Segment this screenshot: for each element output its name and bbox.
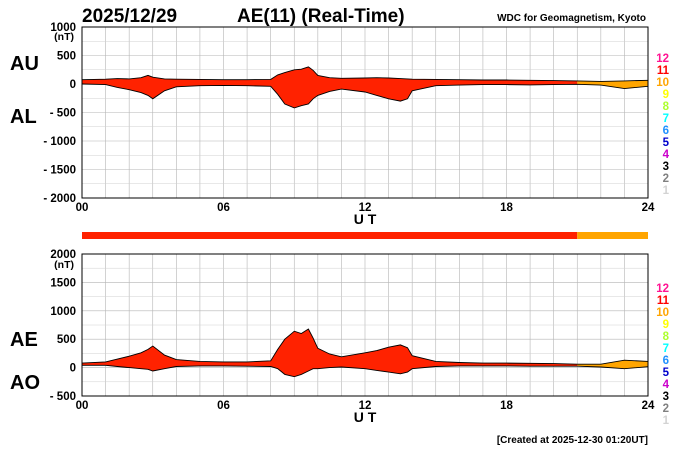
x-tick-label: 18 xyxy=(500,400,513,412)
station-count-label: 8 xyxy=(663,331,670,343)
station-count-label: 11 xyxy=(657,65,670,77)
station-count-label: 10 xyxy=(656,307,669,319)
data-band-main xyxy=(82,329,578,377)
station-count-label: 7 xyxy=(663,113,669,125)
x-tick-label: 24 xyxy=(642,400,655,412)
y-tick-label: - 500 xyxy=(50,391,76,403)
plot-frame xyxy=(81,26,649,199)
y-tick-label: 1000 xyxy=(50,306,76,318)
series-label-upper: AU xyxy=(10,53,39,75)
lower-envelope-line xyxy=(82,364,649,378)
created-timestamp: [Created at 2025-12-30 01:20UT] xyxy=(497,435,648,446)
y-tick-label: - 1000 xyxy=(43,136,76,148)
station-count-label: 1 xyxy=(663,415,670,427)
station-count-label: 12 xyxy=(656,53,669,65)
data-band-main xyxy=(82,66,578,108)
x-tick-label: 24 xyxy=(642,202,655,214)
upper-envelope-line xyxy=(81,328,649,365)
y-tick-label: 1500 xyxy=(50,277,76,289)
station-bar-segment xyxy=(82,232,578,239)
y-tick-label: 500 xyxy=(57,51,76,63)
y-tick-label: - 2000 xyxy=(43,193,76,205)
station-count-label: 12 xyxy=(656,283,669,295)
station-count-label: 4 xyxy=(663,149,670,161)
x-tick-label: 00 xyxy=(76,202,89,214)
panel-au-al: 1000 500 0 - 500 - 1000 - 1500 - 2000 (nT) 00 06 1… xyxy=(10,22,670,227)
y-unit-label: (nT) xyxy=(54,259,74,271)
upper-envelope-line xyxy=(81,66,649,82)
station-count-label: 2 xyxy=(663,403,669,415)
y-tick-label: 1000 xyxy=(50,22,76,34)
y-tick-label: 0 xyxy=(70,363,76,375)
y-tick-label: - 500 xyxy=(50,108,76,120)
x-tick-label: 12 xyxy=(359,400,372,412)
station-count-label: 6 xyxy=(663,125,669,137)
x-tick-label: 06 xyxy=(217,202,230,214)
y-tick-label: 0 xyxy=(70,79,76,91)
plot-frame xyxy=(81,253,649,397)
series-label-lower: AO xyxy=(10,372,40,394)
station-count-label: 1 xyxy=(663,185,670,197)
station-count-bar xyxy=(82,232,648,239)
x-axis-label: U T xyxy=(354,211,377,227)
x-axis-label: U T xyxy=(354,409,377,425)
station-count-label: 9 xyxy=(663,89,669,101)
station-count-label: 9 xyxy=(663,319,669,331)
data-source-label: WDC for Geomagnetism, Kyoto xyxy=(497,13,646,24)
lower-envelope-line xyxy=(81,83,649,109)
plot-title: AE(11) (Real-Time) xyxy=(237,6,405,27)
plot-date: 2025/12/29 xyxy=(82,6,177,27)
station-count-label: 5 xyxy=(663,367,670,379)
y-tick-label: - 1500 xyxy=(43,165,76,177)
series-label-lower: AL xyxy=(10,106,37,128)
station-bar-segment xyxy=(577,232,648,239)
station-count-label: 11 xyxy=(657,295,670,307)
x-tick-label: 12 xyxy=(359,202,372,214)
x-tick-label: 18 xyxy=(500,202,513,214)
station-count-label: 7 xyxy=(663,343,669,355)
station-count-label: 2 xyxy=(663,173,669,185)
series-label-upper: AE xyxy=(10,329,38,351)
y-tick-label: 2000 xyxy=(50,249,76,261)
station-count-label: 6 xyxy=(663,355,669,367)
data-band-late xyxy=(577,80,648,89)
x-tick-label: 06 xyxy=(217,400,230,412)
station-count-label: 3 xyxy=(663,161,669,173)
station-count-label: 5 xyxy=(663,137,670,149)
station-count-label: 3 xyxy=(663,391,669,403)
y-unit-label: (nT) xyxy=(54,31,74,43)
y-tick-label: 500 xyxy=(57,334,76,346)
station-count-label: 8 xyxy=(663,101,670,113)
station-count-label: 4 xyxy=(663,379,670,391)
x-tick-label: 00 xyxy=(76,400,89,412)
station-count-label: 10 xyxy=(656,77,669,89)
